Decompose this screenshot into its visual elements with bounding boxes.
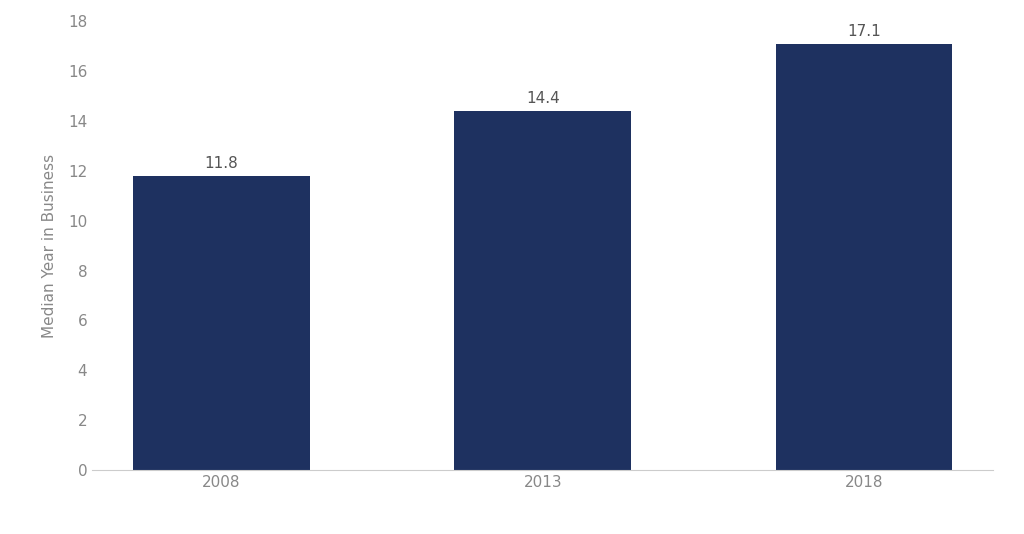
Text: 14.4: 14.4	[526, 91, 559, 106]
Bar	[133, 176, 310, 470]
Bar	[775, 44, 952, 470]
Y-axis label: Median Year in Business: Median Year in Business	[42, 154, 56, 337]
Text: 11.8: 11.8	[205, 156, 239, 171]
Text: 17.1: 17.1	[847, 24, 881, 39]
Bar	[455, 111, 631, 470]
